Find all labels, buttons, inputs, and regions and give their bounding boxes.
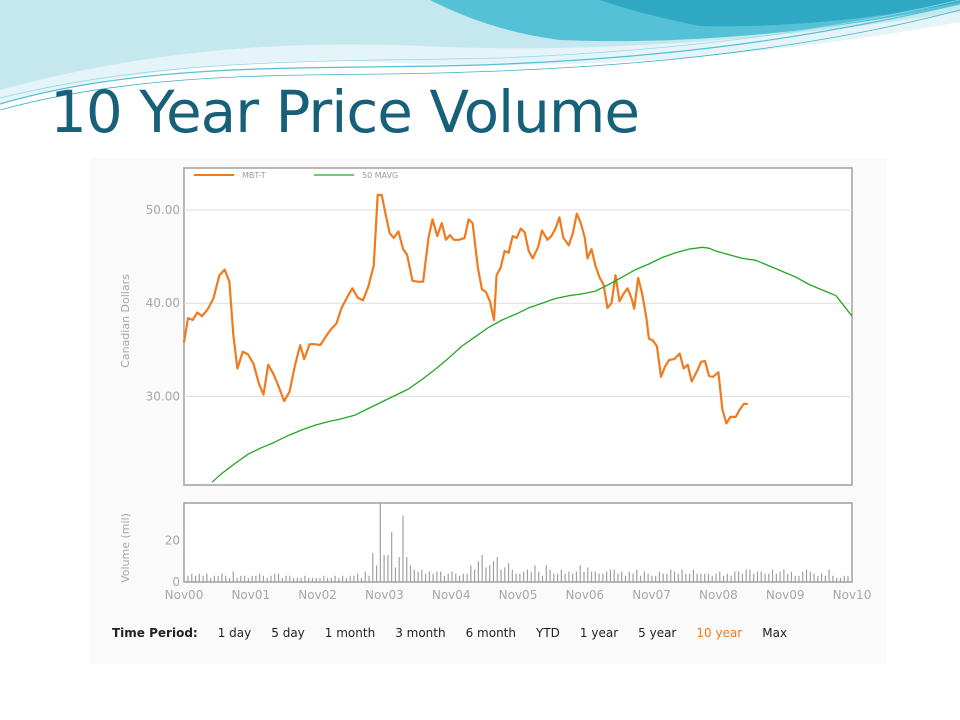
period-ytd[interactable]: YTD xyxy=(536,626,560,640)
period-10-year[interactable]: 10 year xyxy=(696,626,743,640)
slide-title: 10 Year Price Volume xyxy=(50,78,640,146)
price-volume-chart: 30.00 40.00 50.00 Canadian Dollars MBT-T 50… xyxy=(119,167,872,602)
x-tick-label: Nov04 xyxy=(432,588,471,602)
x-tick-label: Nov07 xyxy=(632,588,671,602)
price-y-ticks: 30.00 40.00 50.00 xyxy=(146,203,180,403)
price-y-tick-label: 50.00 xyxy=(146,203,180,217)
x-axis-ticks: Nov00 Nov01 Nov02 Nov03 Nov04 Nov05 Nov06 Nov07… xyxy=(165,588,872,602)
volume-y-ticks: 0 20 xyxy=(165,533,180,589)
period-max[interactable]: Max xyxy=(762,626,788,640)
price-y-tick-label: 40.00 xyxy=(146,296,180,310)
period-1-year[interactable]: 1 year xyxy=(579,626,619,640)
legend: MBT-T 50 MAVG xyxy=(194,171,398,180)
price-gridlines xyxy=(184,209,852,397)
volume-bars xyxy=(187,503,849,582)
legend-label-price: MBT-T xyxy=(242,171,266,180)
period-1-day[interactable]: 1 day xyxy=(217,626,252,640)
time-period-selector: Time Period: 1 day 5 day 1 month 3 month… xyxy=(112,623,807,643)
legend-label-mavg: 50 MAVG xyxy=(362,171,398,180)
price-y-axis-title: Canadian Dollars xyxy=(119,274,132,368)
period-1-month[interactable]: 1 month xyxy=(324,626,376,640)
x-tick-label: Nov08 xyxy=(699,588,738,602)
volume-frame xyxy=(183,502,853,583)
volume-y-tick-label: 20 xyxy=(165,533,180,547)
x-tick-label: Nov01 xyxy=(231,588,270,602)
x-tick-label: Nov00 xyxy=(165,588,204,602)
volume-y-tick-label: 0 xyxy=(172,575,180,589)
price-y-tick-label: 30.00 xyxy=(146,389,180,403)
price-series xyxy=(182,193,853,483)
x-tick-label: Nov06 xyxy=(565,588,604,602)
period-6-month[interactable]: 6 month xyxy=(465,626,516,640)
series-line-50-mavg xyxy=(211,246,853,483)
x-tick-label: Nov10 xyxy=(833,588,872,602)
period-5-day[interactable]: 5 day xyxy=(271,626,305,640)
time-period-label: Time Period: xyxy=(112,626,198,640)
series-line-mbt-t xyxy=(182,193,748,425)
volume-plot-area xyxy=(183,502,853,583)
x-tick-label: Nov05 xyxy=(499,588,538,602)
decorative-wave-banner xyxy=(0,0,960,110)
chart-panel: 30.00 40.00 50.00 Canadian Dollars MBT-T 50… xyxy=(90,158,887,664)
x-tick-label: Nov09 xyxy=(766,588,805,602)
x-tick-label: Nov02 xyxy=(298,588,337,602)
period-5-year[interactable]: 5 year xyxy=(638,626,677,640)
x-tick-label: Nov03 xyxy=(365,588,404,602)
volume-y-axis-title: Volume (mil) xyxy=(119,513,132,583)
period-3-month[interactable]: 3 month xyxy=(395,626,446,640)
